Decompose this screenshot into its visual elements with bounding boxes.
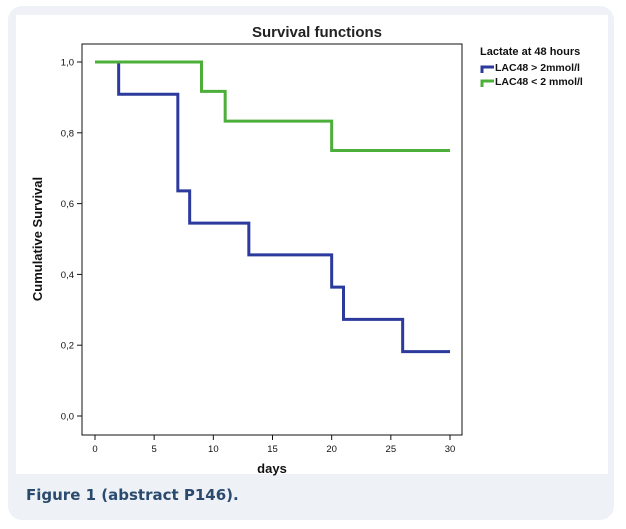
- y-tick-label: 0,4: [61, 270, 74, 281]
- series-line-2: [95, 60, 450, 152]
- series-line-1: [95, 60, 450, 354]
- legend-swatch-2: [480, 79, 494, 87]
- x-tick-label: 0: [92, 444, 97, 455]
- y-tick-label: 0,2: [61, 341, 74, 352]
- y-tick-label: 0,0: [61, 412, 74, 423]
- y-tick-label: 0,8: [61, 128, 74, 139]
- x-tick-label: 30: [445, 444, 456, 455]
- y-tick-label: 1,0: [61, 58, 74, 69]
- legend-title: Lactate at 48 hours: [480, 46, 580, 58]
- figure-caption: Figure 1 (abstract P146).: [26, 486, 239, 504]
- plot-area: [81, 43, 463, 436]
- x-tick-label: 5: [152, 444, 157, 455]
- x-axis-label: days: [257, 461, 287, 476]
- legend-label-2: LAC48 < 2 mmol/l: [495, 76, 583, 88]
- x-tick-label: 15: [267, 444, 278, 455]
- y-axis-label: Cumulative Survival: [30, 177, 45, 301]
- x-tick-label: 25: [386, 444, 397, 455]
- x-tick-label: 20: [326, 444, 337, 455]
- y-tick-label: 0,6: [61, 199, 74, 210]
- legend-swatch-1: [480, 65, 494, 73]
- x-tick-label: 10: [208, 444, 219, 455]
- legend-label-1: LAC48 > 2mmol/l: [495, 62, 580, 74]
- chart-title: Survival functions: [252, 24, 382, 41]
